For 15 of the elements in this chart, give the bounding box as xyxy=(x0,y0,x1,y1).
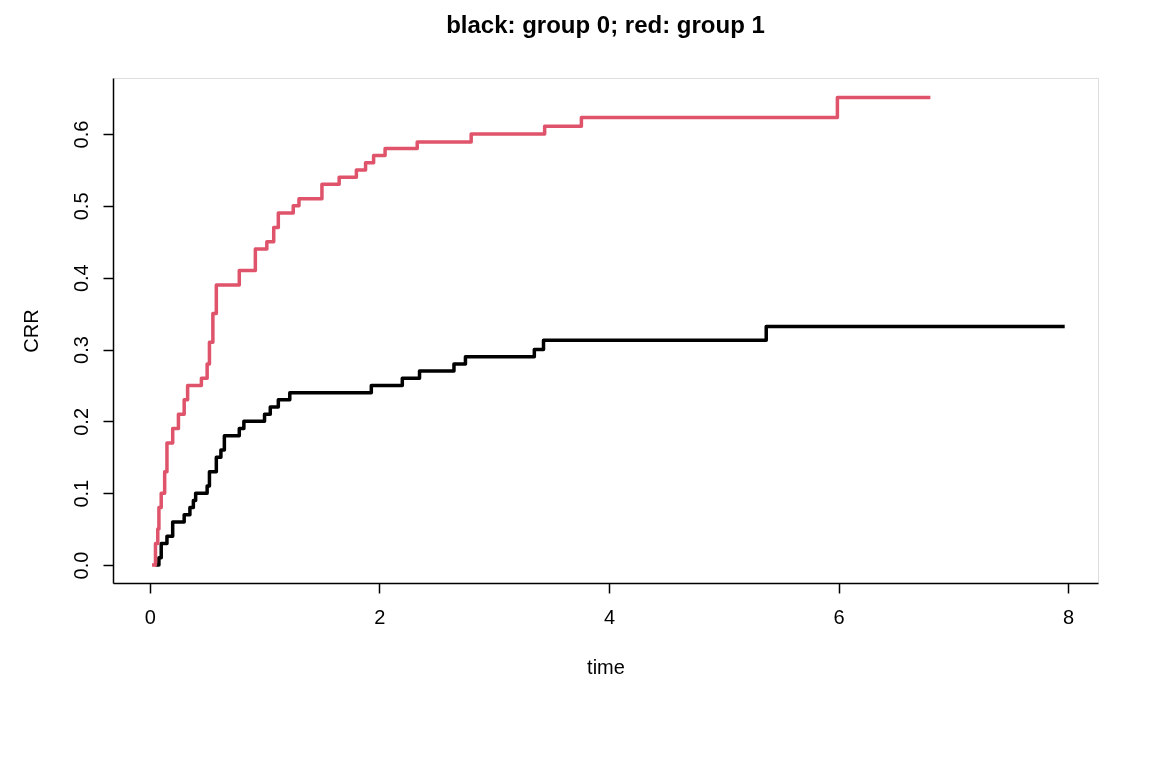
y-tick-label: 0.2 xyxy=(69,407,92,436)
y-tick-label: 0.3 xyxy=(69,336,92,364)
y-tick-label: 0.4 xyxy=(69,264,92,293)
y-tick-label: 0.1 xyxy=(69,479,92,508)
chart-title: black: group 0; red: group 1 xyxy=(446,11,765,38)
x-tick-label: 0 xyxy=(144,605,156,628)
x-tick-label: 2 xyxy=(374,605,386,628)
y-tick-label: 0.6 xyxy=(69,120,92,149)
x-axis-title: time xyxy=(587,655,625,678)
y-tick-label: 0.5 xyxy=(69,192,92,221)
x-tick-label: 6 xyxy=(833,605,845,628)
y-tick-label: 0.0 xyxy=(69,551,92,580)
x-tick-label: 4 xyxy=(603,605,616,628)
y-axis-title: CRR xyxy=(19,309,42,353)
x-tick-label: 8 xyxy=(1063,605,1075,628)
